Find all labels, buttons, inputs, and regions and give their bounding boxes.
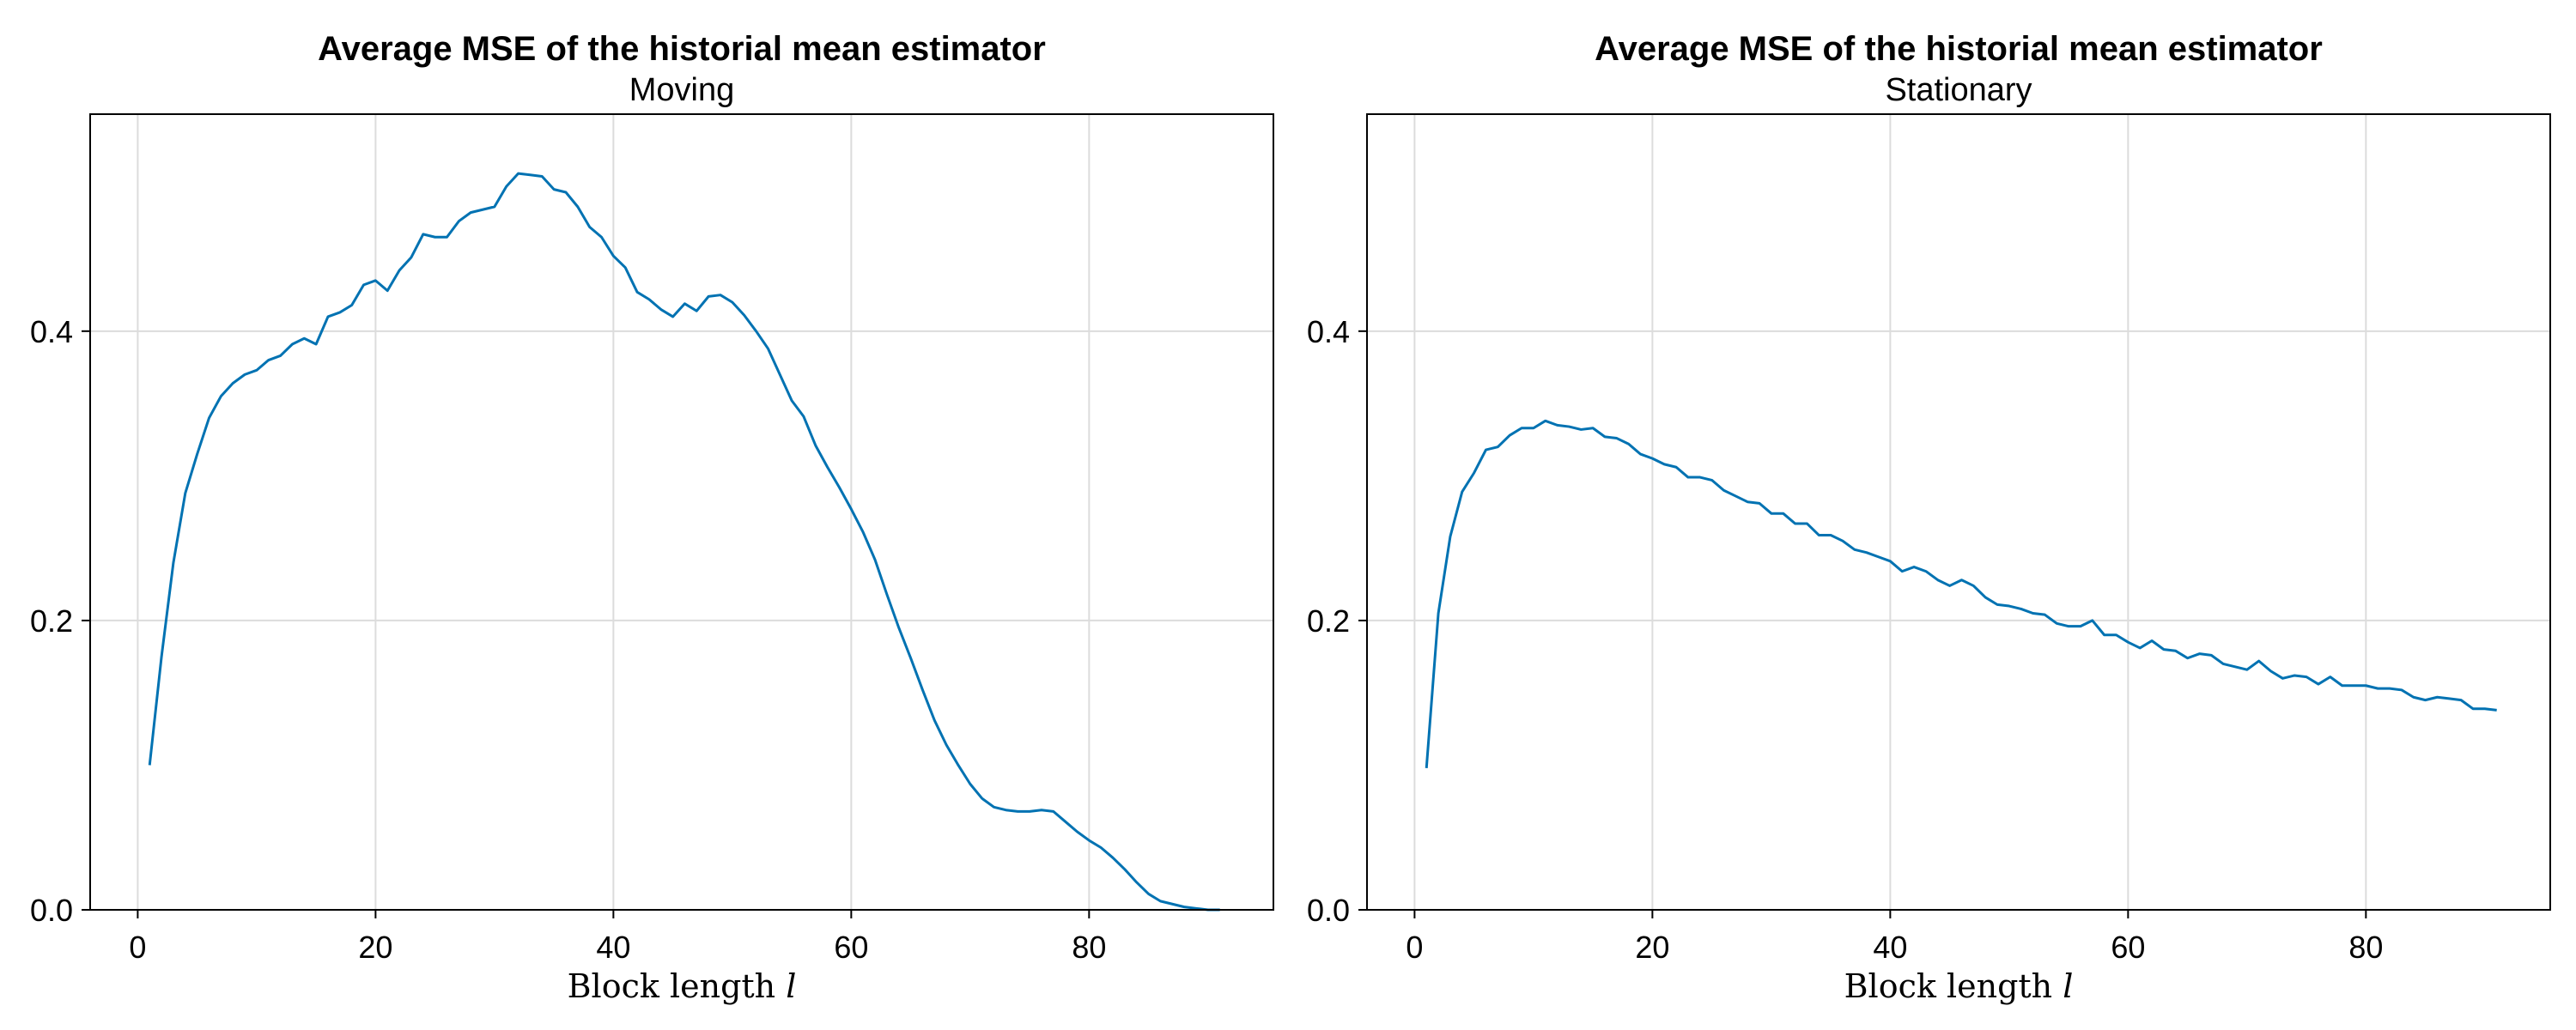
x-tick-label: 20 [1635, 930, 1669, 965]
x-axis-label-text: Block length [568, 967, 787, 1005]
chart-title: Average MSE of the historial mean estima… [318, 30, 1046, 68]
x-axis-label-variable: l [2063, 967, 2073, 1005]
x-tick-label: 40 [1873, 930, 1907, 965]
series-line [148, 172, 1220, 912]
y-tick-label: 0.2 [30, 603, 73, 639]
x-tick-label: 60 [2111, 930, 2145, 965]
x-tick-label: 60 [834, 930, 868, 965]
y-tick-label: 0.0 [1307, 893, 1350, 928]
chart-title: Average MSE of the historial mean estima… [1595, 30, 2323, 68]
y-tick-label: 0.4 [1307, 314, 1350, 349]
series-line [1425, 419, 2497, 768]
x-tick-label: 40 [596, 930, 630, 965]
chart-subtitle: Stationary [1885, 72, 2032, 108]
x-tick-label: 20 [358, 930, 392, 965]
x-axis-label: Block length l [1844, 967, 2074, 1005]
x-tick-label: 80 [2348, 930, 2383, 965]
x-axis-label-variable: l [786, 967, 796, 1005]
x-tick-label: 80 [1072, 930, 1106, 965]
y-tick-label: 0.2 [1307, 603, 1350, 639]
y-tick-label: 0.4 [30, 314, 73, 349]
x-tick-label: 0 [1406, 930, 1423, 965]
x-axis-label: Block length l [568, 967, 797, 1005]
plot-frame [1366, 113, 2551, 911]
y-tick-label: 0.0 [30, 893, 73, 928]
x-axis-label-text: Block length [1844, 967, 2063, 1005]
panel-stationary: Average MSE of the historial mean estima… [1307, 30, 2551, 1005]
panel-moving: Average MSE of the historial mean estima… [30, 30, 1274, 1005]
x-tick-label: 0 [129, 930, 146, 965]
plot-frame [89, 113, 1274, 911]
chart-subtitle: Moving [629, 72, 735, 108]
